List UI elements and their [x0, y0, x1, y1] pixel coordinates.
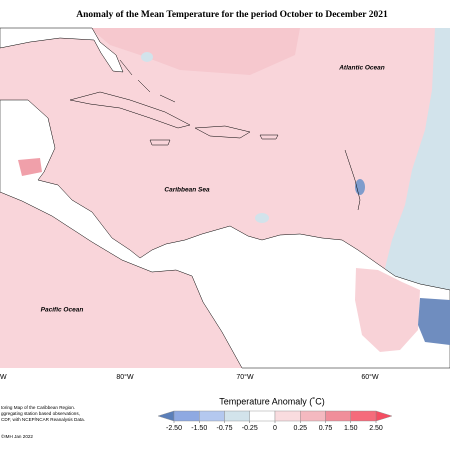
central-south-america [0, 99, 450, 369]
footer-line: CDF, with NCEP/NCAR Reanalysis Data. [1, 417, 85, 422]
map-title: Anomaly of the Mean Temperature for the … [76, 10, 388, 20]
warm-anomaly [90, 28, 300, 75]
legend: -2.50 -1.50 -0.75 -0.25 0 0.25 0.75 1.50 2.50 [157, 410, 393, 432]
legend-swatch [325, 410, 351, 422]
north-america [0, 27, 124, 73]
legend-tick-label: 2.50 [369, 425, 383, 432]
legend-tick-label: 0.25 [293, 425, 307, 432]
ocean-label: Pacific Ocean [41, 307, 84, 314]
footer: toring Map of the Caribbean Region.ggreg… [1, 405, 85, 439]
longitude-label: 70°W [236, 373, 254, 381]
footer-line: toring Map of the Caribbean Region. [1, 405, 75, 410]
legend-tick-label: -2.50 [166, 425, 182, 432]
legend-swatch [224, 410, 250, 422]
islands [69, 59, 361, 211]
warm-spot [18, 158, 42, 176]
legend-swatch [249, 410, 276, 422]
legend-high-arrow [375, 410, 393, 422]
land-anomaly [355, 268, 420, 352]
legend-swatch [350, 410, 377, 422]
legend-low-arrow [157, 410, 175, 422]
map [0, 27, 450, 369]
land-cool-anomaly [418, 298, 450, 345]
legend-swatch [274, 410, 301, 422]
legend-swatch [173, 410, 200, 422]
legend-tick-label: -0.25 [242, 425, 258, 432]
longitude-labels: 90°W 80°W 70°W 60°W [0, 373, 379, 381]
longitude-label: 80°W [116, 373, 134, 381]
legend-title: Temperature Anomaly (˚C) [219, 396, 325, 406]
cool-spot [255, 213, 269, 223]
ocean-label: Atlantic Ocean [338, 65, 385, 72]
cool-anomaly [385, 28, 450, 300]
legend-swatch [300, 410, 326, 422]
cool-spot [141, 52, 153, 62]
longitude-label: 60°W [361, 373, 379, 381]
legend-tick-label: 1.50 [344, 425, 358, 432]
legend-swatch [199, 410, 225, 422]
legend-tick-label: 0.75 [319, 425, 333, 432]
credit: ©IMH Jan 2022 [1, 433, 33, 439]
legend-tick-label: -0.75 [217, 425, 233, 432]
legend-tick-label: -1.50 [191, 425, 207, 432]
longitude-label: 90°W [0, 373, 7, 381]
sea-label: Caribbean Sea [164, 187, 210, 194]
footer-line: ggregating station based observations, [1, 411, 80, 416]
legend-tick-label: 0 [273, 425, 277, 432]
